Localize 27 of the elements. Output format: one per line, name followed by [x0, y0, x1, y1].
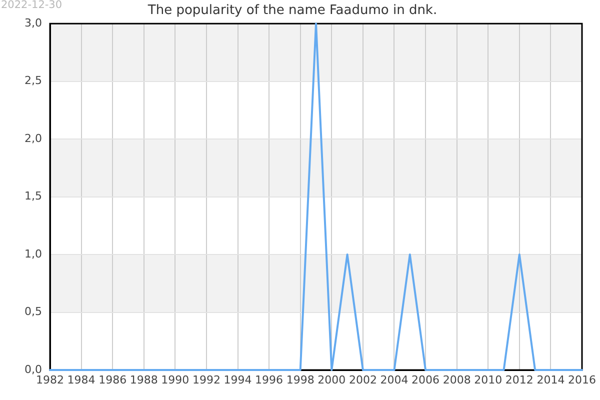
x-tick-label: 1988 [130, 373, 158, 386]
x-tick-label: 2006 [412, 373, 440, 386]
x-tick-label: 1982 [36, 373, 64, 386]
y-tick-label: 1,0 [24, 247, 42, 260]
x-tick-label: 1986 [98, 373, 127, 386]
chart-title: The popularity of the name Faadumo in dnk. [146, 3, 438, 18]
x-tick-label: 1990 [161, 373, 190, 386]
text: 2022-12-30 [1, 0, 62, 11]
x-tick-label: 2010 [474, 373, 502, 386]
x-tick-label: 1984 [67, 373, 96, 386]
x-tick-label: 1996 [255, 373, 284, 386]
x-tick-label: 2002 [348, 373, 377, 386]
x-tick-label: 2012 [505, 373, 534, 386]
y-tick-label: 2,0 [24, 132, 42, 145]
y-tick-label: 2,5 [24, 74, 42, 88]
x-tick-label: 1998 [286, 373, 314, 386]
x-tick-label: 1992 [192, 373, 220, 386]
x-tick-label: 1994 [224, 373, 252, 386]
x-tick-label: 2000 [318, 373, 346, 386]
x-tick-label: 2014 [536, 373, 565, 386]
x-tick-label: 2016 [568, 373, 596, 386]
y-tick-label: 1,5 [24, 190, 42, 203]
x-tick-label: 2004 [380, 373, 408, 386]
y-tick-label: 0,5 [24, 305, 42, 318]
y-tick-label: 0,0 [24, 362, 42, 376]
x-tick-label: 2008 [442, 373, 471, 386]
y-tick-label: 3,0 [24, 16, 42, 30]
